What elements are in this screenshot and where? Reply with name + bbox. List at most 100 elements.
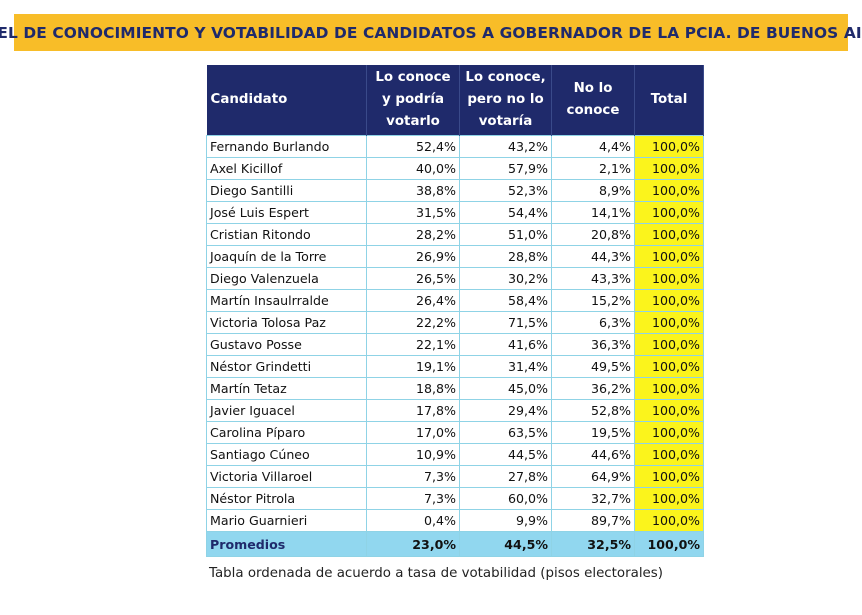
- table-row: Carolina Píparo 17,0% 63,5% 19,5% 100,0%: [206, 421, 704, 444]
- unknown-cell: 36,2%: [551, 377, 635, 400]
- candidate-name: Diego Santilli: [206, 179, 367, 202]
- would-not-vote-cell: 63,5%: [459, 421, 552, 444]
- table-caption: Tabla ordenada de acuerdo a tasa de vota…: [209, 566, 663, 581]
- unknown-cell: 49,5%: [551, 355, 635, 378]
- candidate-name: Néstor Grindetti: [206, 355, 367, 378]
- would-not-vote-cell: 27,8%: [459, 465, 552, 488]
- candidate-name: Martín Insaulrralde: [206, 289, 367, 312]
- unknown-cell: 19,5%: [551, 421, 635, 444]
- total-cell: 100,0%: [634, 267, 704, 290]
- total-cell: 100,0%: [634, 289, 704, 312]
- unknown-cell: 32,7%: [551, 487, 635, 510]
- unknown-cell: 14,1%: [551, 201, 635, 224]
- would-not-vote-cell: 9,9%: [459, 509, 552, 532]
- could-vote-cell: 7,3%: [366, 465, 460, 488]
- total-cell: 100,0%: [634, 245, 704, 268]
- table-row: Fernando Burlando 52,4% 43,2% 4,4% 100,0%: [206, 135, 704, 158]
- could-vote-cell: 7,3%: [366, 487, 460, 510]
- total-cell: 100,0%: [634, 157, 704, 180]
- unknown-cell: 44,6%: [551, 443, 635, 466]
- table-row: José Luis Espert 31,5% 54,4% 14,1% 100,0%: [206, 201, 704, 224]
- total-cell: 100,0%: [634, 465, 704, 488]
- total-cell: 100,0%: [634, 311, 704, 334]
- header-could-vote: Lo conoce y podría votarlo: [366, 65, 460, 136]
- average-total: 100,0%: [634, 531, 704, 557]
- could-vote-cell: 31,5%: [366, 201, 460, 224]
- would-not-vote-cell: 29,4%: [459, 399, 552, 422]
- unknown-cell: 20,8%: [551, 223, 635, 246]
- total-cell: 100,0%: [634, 377, 704, 400]
- total-cell: 100,0%: [634, 135, 704, 158]
- would-not-vote-cell: 30,2%: [459, 267, 552, 290]
- could-vote-cell: 19,1%: [366, 355, 460, 378]
- candidate-name: José Luis Espert: [206, 201, 367, 224]
- would-not-vote-cell: 45,0%: [459, 377, 552, 400]
- table-row: Gustavo Posse 22,1% 41,6% 36,3% 100,0%: [206, 333, 704, 356]
- could-vote-cell: 26,5%: [366, 267, 460, 290]
- would-not-vote-cell: 54,4%: [459, 201, 552, 224]
- candidate-name: Cristian Ritondo: [206, 223, 367, 246]
- table-row: Diego Santilli 38,8% 52,3% 8,9% 100,0%: [206, 179, 704, 202]
- total-cell: 100,0%: [634, 421, 704, 444]
- candidate-name: Diego Valenzuela: [206, 267, 367, 290]
- unknown-cell: 2,1%: [551, 157, 635, 180]
- would-not-vote-cell: 41,6%: [459, 333, 552, 356]
- would-not-vote-cell: 43,2%: [459, 135, 552, 158]
- candidate-name: Mario Guarnieri: [206, 509, 367, 532]
- unknown-cell: 43,3%: [551, 267, 635, 290]
- unknown-cell: 64,9%: [551, 465, 635, 488]
- could-vote-cell: 18,8%: [366, 377, 460, 400]
- unknown-cell: 36,3%: [551, 333, 635, 356]
- total-cell: 100,0%: [634, 443, 704, 466]
- table-row: Martín Tetaz 18,8% 45,0% 36,2% 100,0%: [206, 377, 704, 400]
- table-row: Martín Insaulrralde 26,4% 58,4% 15,2% 100,0%: [206, 289, 704, 312]
- would-not-vote-cell: 28,8%: [459, 245, 552, 268]
- unknown-cell: 8,9%: [551, 179, 635, 202]
- table-row: Diego Valenzuela 26,5% 30,2% 43,3% 100,0%: [206, 267, 704, 290]
- total-cell: 100,0%: [634, 201, 704, 224]
- page-title: NIVEL DE CONOCIMIENTO Y VOTABILIDAD DE C…: [0, 14, 862, 51]
- candidates-table: Candidato Lo conoce y podría votarlo Lo …: [206, 65, 704, 557]
- could-vote-cell: 22,1%: [366, 333, 460, 356]
- could-vote-cell: 0,4%: [366, 509, 460, 532]
- table-row: Joaquín de la Torre 26,9% 28,8% 44,3% 100,0%: [206, 245, 704, 268]
- candidate-name: Martín Tetaz: [206, 377, 367, 400]
- header-candidate: Candidato: [206, 65, 367, 136]
- average-unknown: 32,5%: [551, 531, 635, 557]
- total-cell: 100,0%: [634, 179, 704, 202]
- would-not-vote-cell: 58,4%: [459, 289, 552, 312]
- table-row: Cristian Ritondo 28,2% 51,0% 20,8% 100,0%: [206, 223, 704, 246]
- table-body: Fernando Burlando 52,4% 43,2% 4,4% 100,0% Axe…: [206, 135, 704, 532]
- candidate-name: Victoria Tolosa Paz: [206, 311, 367, 334]
- unknown-cell: 89,7%: [551, 509, 635, 532]
- could-vote-cell: 38,8%: [366, 179, 460, 202]
- candidate-name: Santiago Cúneo: [206, 443, 367, 466]
- could-vote-cell: 28,2%: [366, 223, 460, 246]
- could-vote-cell: 40,0%: [366, 157, 460, 180]
- candidate-name: Carolina Píparo: [206, 421, 367, 444]
- header-total: Total: [634, 65, 704, 136]
- table-row: Néstor Pitrola 7,3% 60,0% 32,7% 100,0%: [206, 487, 704, 510]
- total-cell: 100,0%: [634, 509, 704, 532]
- would-not-vote-cell: 52,3%: [459, 179, 552, 202]
- could-vote-cell: 17,8%: [366, 399, 460, 422]
- would-not-vote-cell: 60,0%: [459, 487, 552, 510]
- candidate-name: Victoria Villaroel: [206, 465, 367, 488]
- averages-row: Promedios 23,0% 44,5% 32,5% 100,0%: [206, 531, 704, 557]
- candidate-name: Joaquín de la Torre: [206, 245, 367, 268]
- table-row: Victoria Tolosa Paz 22,2% 71,5% 6,3% 100,0%: [206, 311, 704, 334]
- would-not-vote-cell: 31,4%: [459, 355, 552, 378]
- candidate-name: Fernando Burlando: [206, 135, 367, 158]
- table-row: Mario Guarnieri 0,4% 9,9% 89,7% 100,0%: [206, 509, 704, 532]
- table-header: Candidato Lo conoce y podría votarlo Lo …: [206, 65, 704, 136]
- unknown-cell: 6,3%: [551, 311, 635, 334]
- would-not-vote-cell: 51,0%: [459, 223, 552, 246]
- unknown-cell: 52,8%: [551, 399, 635, 422]
- table-row: Victoria Villaroel 7,3% 27,8% 64,9% 100,0%: [206, 465, 704, 488]
- would-not-vote-cell: 44,5%: [459, 443, 552, 466]
- could-vote-cell: 26,9%: [366, 245, 460, 268]
- table-row: Axel Kicillof 40,0% 57,9% 2,1% 100,0%: [206, 157, 704, 180]
- averages-label: Promedios: [206, 531, 367, 557]
- could-vote-cell: 10,9%: [366, 443, 460, 466]
- candidate-name: Javier Iguacel: [206, 399, 367, 422]
